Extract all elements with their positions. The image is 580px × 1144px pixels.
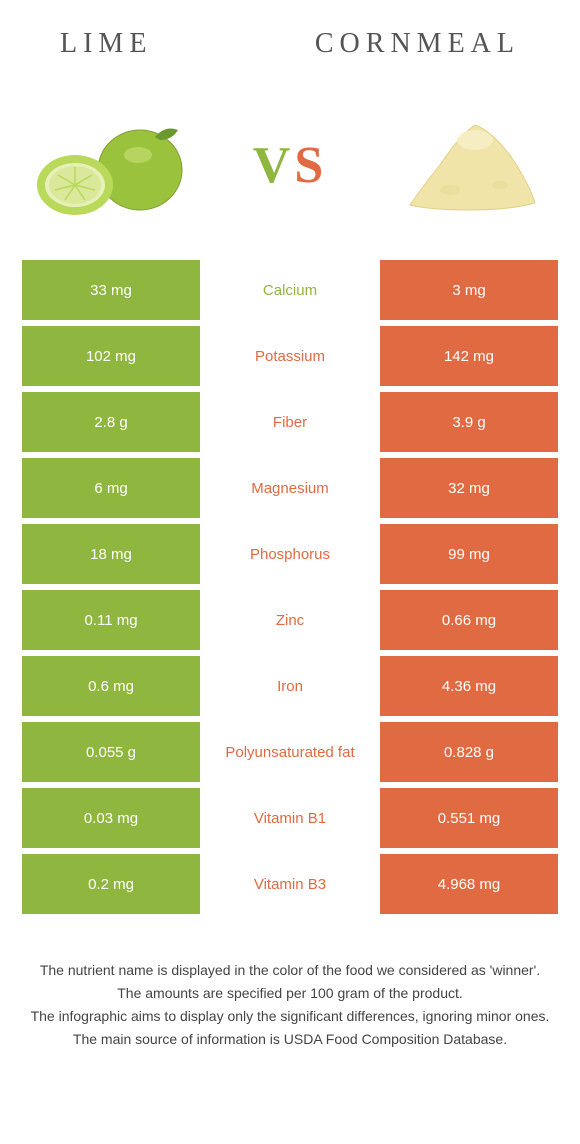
footnote-line: The nutrient name is displayed in the co… [22, 960, 558, 981]
header: LIME CORNMEAL [0, 0, 580, 70]
cell-nutrient-name: Zinc [200, 590, 380, 650]
cell-left-value: 0.2 mg [22, 854, 200, 914]
cell-right-value: 0.828 g [380, 722, 558, 782]
lime-image [20, 95, 200, 235]
cell-right-value: 0.66 mg [380, 590, 558, 650]
cell-right-value: 3 mg [380, 260, 558, 320]
title-right: CORNMEAL [315, 28, 520, 60]
cell-nutrient-name: Vitamin B3 [200, 854, 380, 914]
vs-s: S [294, 136, 327, 195]
cell-nutrient-name: Polyunsaturated fat [200, 722, 380, 782]
table-row: 2.8 gFiber3.9 g [22, 392, 558, 452]
title-left: LIME [60, 28, 152, 60]
cell-right-value: 32 mg [380, 458, 558, 518]
table-row: 0.03 mgVitamin B10.551 mg [22, 788, 558, 848]
cell-right-value: 99 mg [380, 524, 558, 584]
cornmeal-image [380, 95, 560, 235]
cell-left-value: 0.055 g [22, 722, 200, 782]
cell-left-value: 2.8 g [22, 392, 200, 452]
cell-left-value: 102 mg [22, 326, 200, 386]
cell-nutrient-name: Calcium [200, 260, 380, 320]
cell-right-value: 4.968 mg [380, 854, 558, 914]
cell-left-value: 6 mg [22, 458, 200, 518]
table-row: 0.055 gPolyunsaturated fat0.828 g [22, 722, 558, 782]
footnote-line: The main source of information is USDA F… [22, 1029, 558, 1050]
table-row: 6 mgMagnesium32 mg [22, 458, 558, 518]
cell-nutrient-name: Fiber [200, 392, 380, 452]
cell-left-value: 33 mg [22, 260, 200, 320]
cell-nutrient-name: Potassium [200, 326, 380, 386]
cell-right-value: 4.36 mg [380, 656, 558, 716]
footnotes: The nutrient name is displayed in the co… [0, 920, 580, 1050]
cell-nutrient-name: Phosphorus [200, 524, 380, 584]
cell-left-value: 0.6 mg [22, 656, 200, 716]
cell-left-value: 0.11 mg [22, 590, 200, 650]
table-row: 33 mgCalcium3 mg [22, 260, 558, 320]
table-row: 0.11 mgZinc0.66 mg [22, 590, 558, 650]
cell-left-value: 18 mg [22, 524, 200, 584]
cell-nutrient-name: Magnesium [200, 458, 380, 518]
table-row: 0.6 mgIron4.36 mg [22, 656, 558, 716]
table-row: 102 mgPotassium142 mg [22, 326, 558, 386]
footnote-line: The infographic aims to display only the… [22, 1006, 558, 1027]
cell-nutrient-name: Iron [200, 656, 380, 716]
images-row: V S [0, 70, 580, 260]
table-row: 18 mgPhosphorus99 mg [22, 524, 558, 584]
comparison-table: 33 mgCalcium3 mg102 mgPotassium142 mg2.8… [0, 260, 580, 914]
footnote-line: The amounts are specified per 100 gram o… [22, 983, 558, 1004]
cell-right-value: 142 mg [380, 326, 558, 386]
table-row: 0.2 mgVitamin B34.968 mg [22, 854, 558, 914]
cell-right-value: 0.551 mg [380, 788, 558, 848]
cell-nutrient-name: Vitamin B1 [200, 788, 380, 848]
vs-label: V S [253, 136, 327, 195]
cell-right-value: 3.9 g [380, 392, 558, 452]
vs-v: V [253, 136, 295, 195]
cell-left-value: 0.03 mg [22, 788, 200, 848]
